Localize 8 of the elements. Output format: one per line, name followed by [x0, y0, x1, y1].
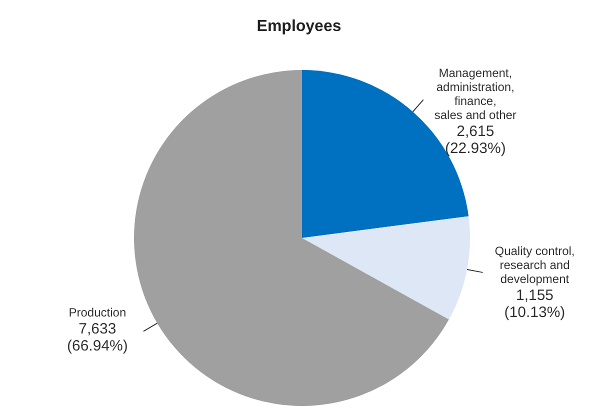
slice-label: Management, administration, finance, sales and other: [434, 66, 516, 122]
chart-title: Employees: [256, 18, 342, 35]
data-label: 2,615 (22.93%): [444, 123, 506, 158]
slice-label: Quality control, research and development: [494, 244, 575, 286]
data-label: 7,633 (66.94%): [67, 320, 128, 354]
pie-slice: [302, 216, 470, 320]
data-label: 1,155 (10.13%): [504, 286, 566, 321]
slice-label: Production: [68, 305, 126, 320]
